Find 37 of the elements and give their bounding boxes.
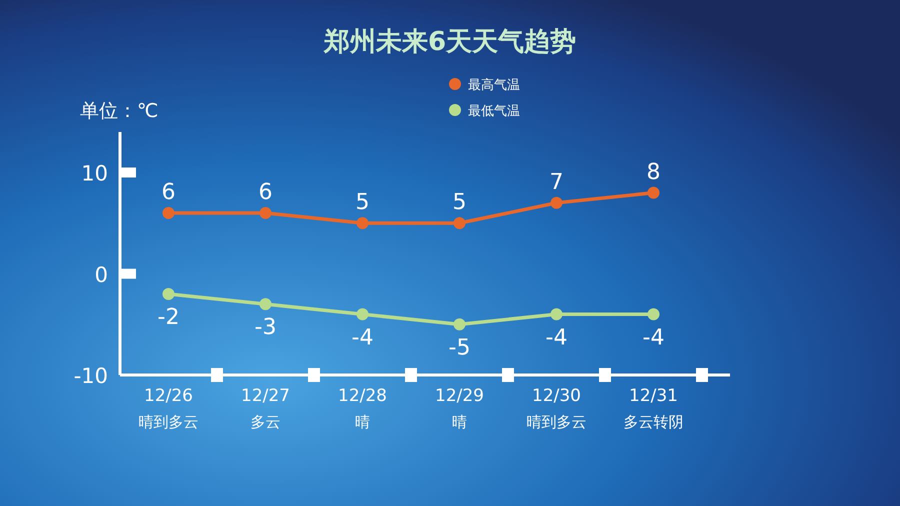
legend-label: 最低气温 bbox=[468, 104, 520, 119]
data-label: -4 bbox=[546, 325, 568, 350]
point bbox=[162, 288, 174, 300]
data-label: 5 bbox=[452, 190, 466, 216]
point bbox=[356, 217, 368, 230]
x-tick-label: 12/27 多云 bbox=[241, 386, 290, 431]
point bbox=[454, 318, 466, 330]
data-label: 7 bbox=[550, 170, 564, 195]
x-tick-label: 12/30 晴到多云 bbox=[526, 386, 586, 431]
point bbox=[648, 308, 660, 320]
x-tick-label: 12/29 晴 bbox=[435, 386, 484, 431]
data-label: -5 bbox=[448, 335, 470, 360]
data-label: -2 bbox=[158, 305, 180, 330]
point bbox=[550, 196, 562, 209]
point bbox=[260, 298, 272, 310]
data-label: -4 bbox=[352, 325, 374, 350]
x-tick-label: 12/26 晴到多云 bbox=[138, 386, 198, 431]
point bbox=[260, 207, 272, 219]
y-axis-title: 单位：℃ bbox=[80, 100, 158, 122]
point bbox=[356, 308, 368, 320]
point bbox=[550, 308, 562, 320]
x-tick-label: 12/28 晴 bbox=[338, 386, 387, 431]
data-label: 6 bbox=[162, 180, 176, 205]
y-tick-label: -10 bbox=[74, 364, 108, 388]
data-label: 6 bbox=[258, 180, 272, 205]
data-label: -3 bbox=[254, 315, 276, 340]
data-label: -4 bbox=[642, 325, 664, 350]
legend-label: 最高气温 bbox=[468, 77, 520, 93]
x-tick-label: 12/31 多云转阴 bbox=[624, 386, 684, 431]
data-label: 5 bbox=[356, 190, 370, 216]
point bbox=[648, 186, 660, 199]
y-tick-label: 10 bbox=[81, 162, 108, 186]
point bbox=[454, 217, 466, 230]
data-label: 8 bbox=[646, 160, 660, 185]
y-tick-label: 0 bbox=[94, 262, 108, 287]
point bbox=[162, 207, 174, 219]
chart-title: 郑州未来6天天气趋势 bbox=[322, 27, 576, 57]
